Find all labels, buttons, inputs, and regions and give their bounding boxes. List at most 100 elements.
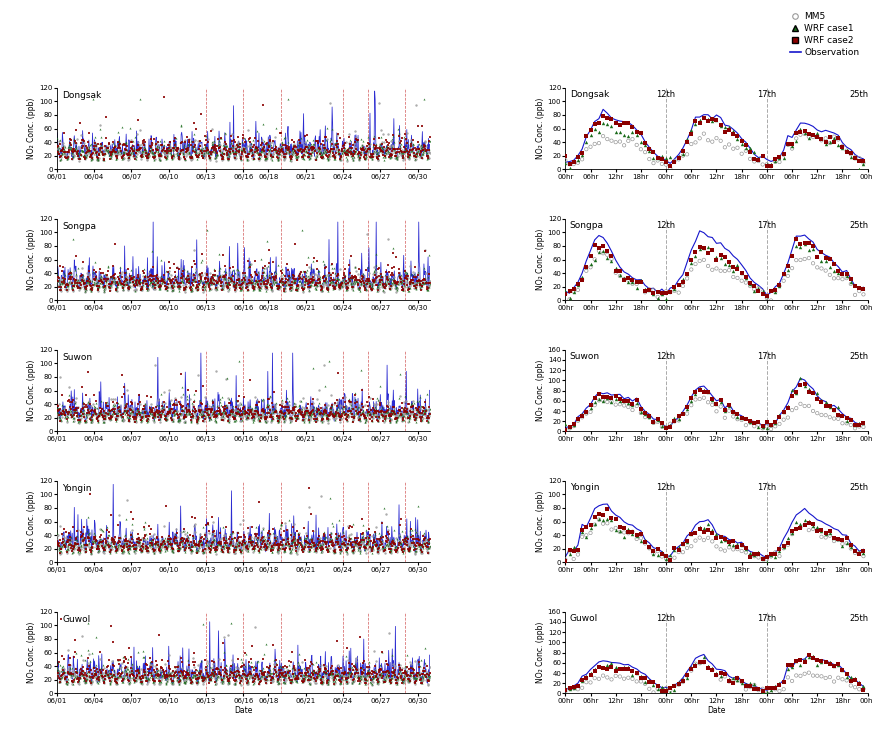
Point xyxy=(664,285,678,297)
Point xyxy=(94,405,108,417)
Point xyxy=(342,259,356,271)
Point xyxy=(399,665,412,677)
Point xyxy=(659,683,673,694)
Point xyxy=(351,153,365,165)
Point xyxy=(163,404,177,416)
Point xyxy=(211,670,225,682)
Point xyxy=(191,676,205,688)
Point xyxy=(218,404,232,416)
Point xyxy=(102,405,116,417)
Point xyxy=(324,143,337,155)
Point xyxy=(184,415,198,426)
Point xyxy=(152,281,166,293)
Point xyxy=(168,397,182,409)
Point xyxy=(420,147,434,159)
Point xyxy=(191,675,205,687)
Point xyxy=(402,415,416,426)
Point xyxy=(169,523,183,535)
Point xyxy=(220,664,234,676)
Point xyxy=(141,151,155,163)
Point xyxy=(241,124,255,136)
Point xyxy=(262,669,276,681)
Point xyxy=(176,667,190,679)
Point xyxy=(112,275,126,287)
Point xyxy=(330,277,344,289)
Text: 17th: 17th xyxy=(757,614,776,623)
Point xyxy=(806,653,820,664)
Point xyxy=(412,401,426,412)
Point xyxy=(130,280,144,291)
Point xyxy=(360,407,374,418)
Point xyxy=(264,281,278,293)
Point xyxy=(92,410,106,421)
Point xyxy=(283,675,297,687)
Point xyxy=(262,662,276,674)
Point xyxy=(86,274,100,285)
Point xyxy=(231,532,245,544)
Point xyxy=(332,282,346,293)
Point xyxy=(192,149,206,161)
Point xyxy=(393,272,407,283)
Point xyxy=(166,675,180,686)
Point xyxy=(600,660,614,672)
Point xyxy=(313,280,327,292)
Point xyxy=(710,669,724,681)
Point xyxy=(337,666,351,677)
Point xyxy=(322,669,336,680)
Point xyxy=(218,144,232,155)
Point xyxy=(180,672,194,684)
Point xyxy=(160,408,174,420)
Point xyxy=(147,411,161,423)
Point xyxy=(122,543,136,555)
Point xyxy=(95,671,109,683)
Point xyxy=(231,131,245,142)
Point xyxy=(139,147,153,158)
Point xyxy=(386,140,400,152)
Point xyxy=(417,93,431,104)
Point xyxy=(312,140,326,152)
Point xyxy=(90,542,104,554)
Point xyxy=(190,153,204,165)
Point xyxy=(158,146,172,158)
Point xyxy=(269,122,283,134)
Point xyxy=(384,405,398,417)
Point xyxy=(109,678,123,690)
Point xyxy=(220,539,234,550)
Point xyxy=(104,270,118,282)
Point xyxy=(323,668,337,680)
Point xyxy=(312,273,326,285)
Point xyxy=(317,404,330,415)
Point xyxy=(241,284,255,296)
Point xyxy=(327,144,341,155)
Point xyxy=(420,541,434,553)
Point xyxy=(400,404,414,415)
Point xyxy=(592,395,606,407)
Point xyxy=(193,667,207,679)
Point xyxy=(269,407,283,418)
Point xyxy=(406,667,420,679)
Point xyxy=(264,410,278,421)
Point xyxy=(55,661,69,672)
Point xyxy=(410,542,424,554)
Point xyxy=(256,145,270,157)
Point xyxy=(95,672,109,683)
Point xyxy=(231,268,245,280)
Point xyxy=(340,677,354,688)
Point xyxy=(412,269,426,280)
Point xyxy=(747,679,761,691)
Point xyxy=(296,150,310,161)
Point xyxy=(108,531,122,543)
Point xyxy=(182,542,196,553)
Point xyxy=(318,142,332,154)
Point xyxy=(328,672,342,683)
Point xyxy=(115,675,129,686)
Point xyxy=(188,123,202,135)
Point xyxy=(117,405,131,417)
Point xyxy=(399,145,413,157)
Point xyxy=(119,494,133,506)
Point xyxy=(207,145,221,156)
Point xyxy=(59,671,73,683)
Point xyxy=(140,659,154,671)
Point xyxy=(225,539,239,551)
Point xyxy=(213,275,227,287)
